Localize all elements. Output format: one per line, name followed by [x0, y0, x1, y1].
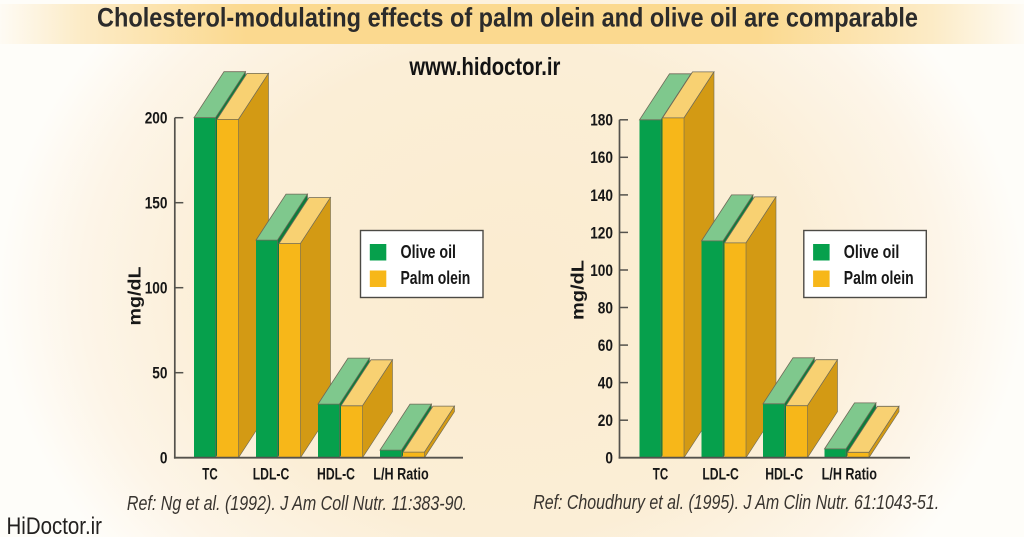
- svg-text:100: 100: [590, 262, 613, 280]
- svg-text:Cholesterol-modulating effects: Cholesterol-modulating effects of palm o…: [97, 3, 918, 33]
- svg-text:150: 150: [145, 195, 168, 213]
- svg-text:160: 160: [590, 149, 613, 167]
- svg-text:0: 0: [160, 450, 168, 468]
- svg-text:80: 80: [598, 299, 613, 317]
- svg-text:HDL-C: HDL-C: [317, 465, 355, 484]
- svg-text:LDL-C: LDL-C: [253, 465, 290, 484]
- svg-text:HDL-C: HDL-C: [765, 465, 803, 484]
- svg-text:180: 180: [590, 112, 613, 130]
- svg-text:Ref: Ng et al. (1992). J Am Co: Ref: Ng et al. (1992). J Am Coll Nutr. 1…: [127, 493, 467, 515]
- svg-text:Palm olein: Palm olein: [401, 267, 471, 288]
- svg-text:L/H Ratio: L/H Ratio: [373, 465, 428, 484]
- svg-text:Ref: Choudhury et al. (1995).: Ref: Choudhury et al. (1995). J Am Clin …: [533, 492, 939, 514]
- svg-text:100: 100: [145, 280, 168, 298]
- svg-text:0: 0: [605, 450, 613, 468]
- svg-text:140: 140: [590, 187, 613, 205]
- svg-text:TC: TC: [653, 465, 668, 484]
- svg-text:120: 120: [590, 224, 613, 242]
- svg-text:L/H Ratio: L/H Ratio: [822, 465, 877, 484]
- svg-text:50: 50: [152, 365, 167, 383]
- svg-text:Palm olein: Palm olein: [844, 267, 914, 288]
- svg-text:200: 200: [145, 110, 168, 128]
- svg-text:TC: TC: [202, 465, 217, 484]
- svg-text:Olive oil: Olive oil: [401, 241, 457, 262]
- svg-text:Olive oil: Olive oil: [844, 241, 900, 262]
- svg-text:60: 60: [598, 337, 613, 355]
- svg-text:mg/dL: mg/dL: [567, 260, 587, 320]
- svg-text:mg/dL: mg/dL: [125, 266, 145, 325]
- svg-text:40: 40: [598, 375, 613, 393]
- svg-text:HiDoctor.ir: HiDoctor.ir: [7, 513, 103, 537]
- svg-text:LDL-C: LDL-C: [702, 465, 739, 484]
- svg-text:20: 20: [598, 412, 613, 430]
- svg-text:www.hidoctor.ir: www.hidoctor.ir: [409, 53, 561, 81]
